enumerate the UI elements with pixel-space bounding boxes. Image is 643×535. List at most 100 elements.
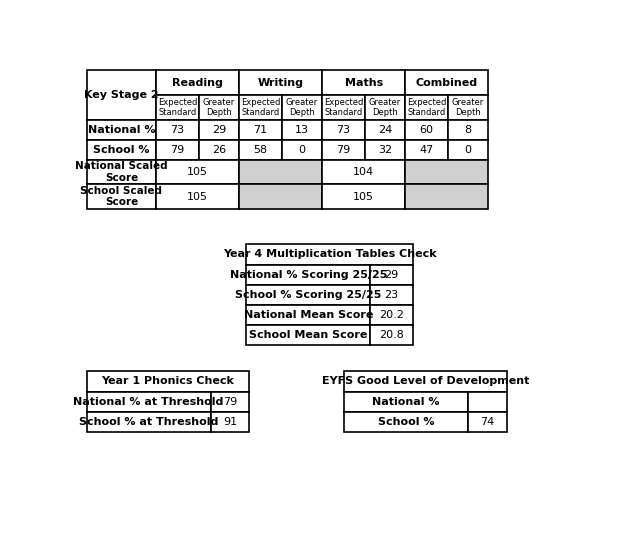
- Bar: [239, 95, 282, 120]
- Bar: [199, 95, 239, 120]
- Text: 105: 105: [187, 167, 208, 177]
- Bar: [344, 392, 468, 412]
- Bar: [87, 140, 156, 159]
- Bar: [405, 185, 488, 209]
- Text: Combined: Combined: [415, 78, 478, 88]
- Bar: [322, 140, 365, 159]
- Bar: [87, 185, 156, 209]
- Bar: [370, 285, 413, 305]
- Text: School Mean Score: School Mean Score: [249, 330, 367, 340]
- Bar: [87, 371, 249, 392]
- Text: EYFS Good Level of Development: EYFS Good Level of Development: [322, 377, 529, 386]
- Text: National %: National %: [372, 397, 440, 407]
- Bar: [344, 412, 468, 432]
- Text: 29: 29: [385, 270, 399, 280]
- Bar: [282, 95, 322, 120]
- Text: 47: 47: [419, 144, 433, 155]
- Text: Expected
Standard: Expected Standard: [407, 97, 446, 117]
- Bar: [405, 120, 448, 140]
- Bar: [448, 95, 488, 120]
- Bar: [239, 120, 282, 140]
- Bar: [370, 265, 413, 285]
- Bar: [239, 159, 322, 185]
- Text: 0: 0: [464, 144, 471, 155]
- Text: 91: 91: [223, 417, 237, 427]
- Text: School % at Threshold: School % at Threshold: [79, 417, 218, 427]
- Text: 73: 73: [170, 125, 185, 135]
- Text: 13: 13: [295, 125, 309, 135]
- Bar: [405, 71, 488, 95]
- Bar: [87, 392, 210, 412]
- Bar: [365, 140, 405, 159]
- Bar: [246, 285, 370, 305]
- Bar: [246, 305, 370, 325]
- Bar: [322, 159, 405, 185]
- Text: 79: 79: [170, 144, 185, 155]
- Text: National % at Threshold: National % at Threshold: [73, 397, 224, 407]
- Text: 23: 23: [385, 290, 399, 300]
- Bar: [370, 325, 413, 345]
- Text: 29: 29: [212, 125, 226, 135]
- Bar: [282, 120, 322, 140]
- Text: Year 4 Multiplication Tables Check: Year 4 Multiplication Tables Check: [222, 249, 437, 259]
- Bar: [156, 140, 199, 159]
- Text: Expected
Standard: Expected Standard: [324, 97, 363, 117]
- Text: School % Scoring 25/25: School % Scoring 25/25: [235, 290, 381, 300]
- Bar: [322, 120, 365, 140]
- Text: 73: 73: [336, 125, 350, 135]
- Text: National % Scoring 25/25: National % Scoring 25/25: [230, 270, 387, 280]
- Text: 20.8: 20.8: [379, 330, 404, 340]
- Text: 26: 26: [212, 144, 226, 155]
- Text: 24: 24: [378, 125, 392, 135]
- Bar: [448, 140, 488, 159]
- Text: Reading: Reading: [172, 78, 223, 88]
- Bar: [322, 185, 405, 209]
- Text: 58: 58: [253, 144, 267, 155]
- Bar: [282, 140, 322, 159]
- Bar: [468, 392, 507, 412]
- Text: 0: 0: [298, 144, 305, 155]
- Text: Expected
Standard: Expected Standard: [158, 97, 197, 117]
- Bar: [156, 71, 239, 95]
- Text: 20.2: 20.2: [379, 310, 404, 320]
- Text: Greater
Depth: Greater Depth: [286, 97, 318, 117]
- Bar: [87, 120, 156, 140]
- Bar: [322, 95, 365, 120]
- Text: 8: 8: [464, 125, 471, 135]
- Text: Greater
Depth: Greater Depth: [452, 97, 484, 117]
- Text: Maths: Maths: [345, 78, 383, 88]
- Bar: [405, 95, 448, 120]
- Bar: [246, 325, 370, 345]
- Bar: [156, 185, 239, 209]
- Text: Writing: Writing: [258, 78, 303, 88]
- Bar: [322, 71, 405, 95]
- Text: Greater
Depth: Greater Depth: [203, 97, 235, 117]
- Bar: [199, 120, 239, 140]
- Text: School Scaled
Score: School Scaled Score: [80, 186, 163, 208]
- Text: School %: School %: [377, 417, 434, 427]
- Bar: [87, 159, 156, 185]
- Bar: [246, 265, 370, 285]
- Text: 105: 105: [353, 192, 374, 202]
- Text: 74: 74: [480, 417, 494, 427]
- Bar: [156, 159, 239, 185]
- Text: School %: School %: [93, 144, 150, 155]
- Text: 79: 79: [223, 397, 237, 407]
- Text: 60: 60: [419, 125, 433, 135]
- Bar: [448, 120, 488, 140]
- Bar: [405, 140, 448, 159]
- Bar: [156, 95, 199, 120]
- Text: Greater
Depth: Greater Depth: [369, 97, 401, 117]
- Bar: [468, 412, 507, 432]
- Bar: [246, 243, 413, 265]
- Bar: [239, 185, 322, 209]
- Text: Year 1 Phonics Check: Year 1 Phonics Check: [102, 377, 235, 386]
- Bar: [87, 71, 156, 120]
- Bar: [344, 371, 507, 392]
- Bar: [405, 159, 488, 185]
- Text: Expected
Standard: Expected Standard: [241, 97, 280, 117]
- Bar: [365, 120, 405, 140]
- Text: 105: 105: [187, 192, 208, 202]
- Bar: [365, 95, 405, 120]
- Bar: [210, 392, 249, 412]
